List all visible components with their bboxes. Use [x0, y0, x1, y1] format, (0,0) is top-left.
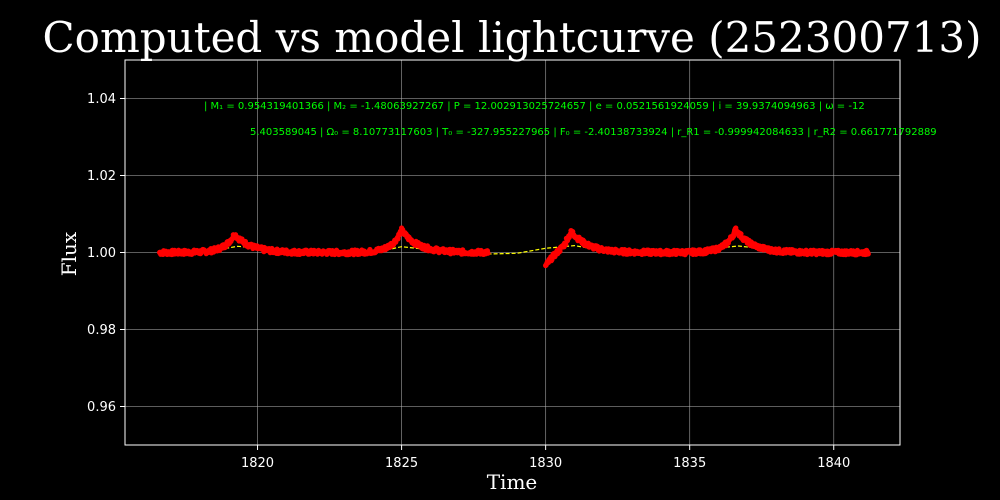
- grid-lines: [125, 60, 900, 445]
- data-point: [242, 238, 248, 245]
- x-axis-label: Time: [487, 470, 538, 494]
- y-tick-label: 1.04: [87, 92, 116, 107]
- parameter-annotation-line-2: 5.403589045 | Ω₀ = 8.10773117603 | T₀ = …: [250, 127, 937, 138]
- y-tick-label: 0.98: [87, 323, 116, 338]
- x-tick-label: 1825: [385, 456, 418, 471]
- y-tick-label: 1.02: [87, 169, 116, 184]
- y-tick-label: 1.00: [87, 246, 116, 261]
- y-axis-label: Flux: [57, 231, 81, 276]
- parameter-annotation-line-1: | M₁ = 0.954319401366 | M₂ = -1.48063927…: [204, 101, 865, 112]
- chart-title: Computed vs model lightcurve (252300713): [43, 13, 982, 62]
- data-point: [485, 250, 491, 256]
- x-tick-label: 1840: [817, 456, 850, 471]
- data-point: [865, 251, 871, 257]
- data-point: [557, 248, 563, 254]
- x-tick-label: 1835: [673, 456, 706, 471]
- data-point: [738, 231, 744, 237]
- y-tick-label: 0.96: [87, 400, 116, 415]
- x-axis-ticks: 1820 1825 1830 1835 1840: [241, 445, 850, 471]
- x-tick-label: 1820: [241, 456, 274, 471]
- observed-series: [157, 225, 871, 269]
- y-axis-ticks: 0.96 0.98 1.00 1.02 1.04: [87, 92, 125, 415]
- x-tick-label: 1830: [529, 456, 562, 471]
